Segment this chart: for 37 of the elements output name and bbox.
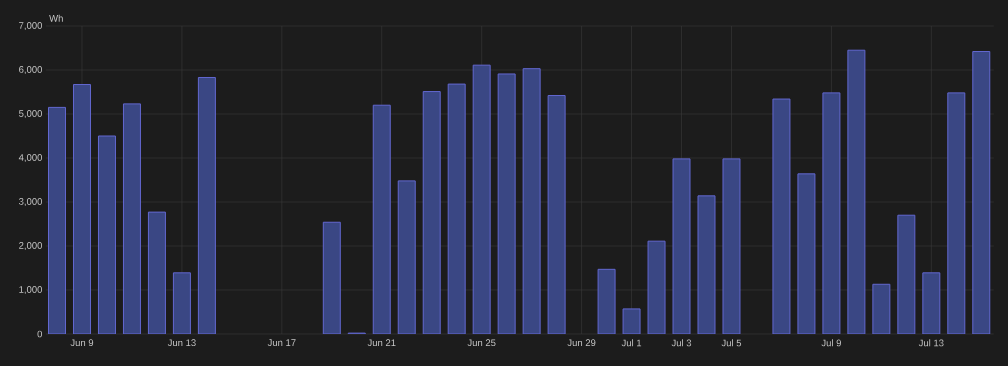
- bar: [397, 180, 416, 334]
- bar: [897, 214, 916, 334]
- x-tick-label: Jun 17: [267, 339, 296, 346]
- y-tick-label: 5,000: [19, 110, 43, 118]
- x-tick-label: Jul 9: [821, 339, 841, 347]
- y-axis-title: Wh: [49, 14, 63, 22]
- y-tick-label: 7,000: [19, 22, 43, 30]
- bar: [98, 136, 116, 334]
- bar: [48, 107, 66, 334]
- bar: [447, 83, 466, 334]
- x-tick-label: Jun 25: [467, 339, 496, 347]
- x-tick-label: Jun 29: [567, 339, 596, 347]
- x-tick-label: Jun 21: [367, 339, 396, 347]
- bar: [148, 212, 166, 334]
- bar: [123, 103, 141, 334]
- x-tick-label: Jul 1: [621, 339, 642, 347]
- x-tick-label: Jul 3: [671, 339, 692, 347]
- y-tick-label: 1,000: [19, 286, 43, 294]
- y-tick-label: 0: [37, 330, 43, 338]
- y-tick-label: 4,000: [18, 154, 43, 162]
- bar: [947, 92, 966, 334]
- y-tick-label: 3,000: [18, 198, 43, 206]
- x-tick-label: Jun 13: [167, 339, 196, 347]
- x-tick-label: Jul 5: [721, 339, 742, 347]
- bar: [972, 51, 991, 334]
- bar: [372, 104, 391, 334]
- y-tick-label: 2,000: [19, 242, 43, 250]
- x-tick-label: Jun 9: [70, 339, 94, 347]
- y-tick-label: 6,000: [19, 66, 43, 74]
- bar: [922, 272, 941, 334]
- bar: [472, 64, 491, 334]
- x-tick-label: Jul 13: [918, 339, 944, 347]
- bar: [173, 272, 191, 334]
- bar: [322, 221, 341, 334]
- bar: [73, 84, 91, 334]
- bar: [198, 77, 216, 334]
- bar: [422, 91, 441, 334]
